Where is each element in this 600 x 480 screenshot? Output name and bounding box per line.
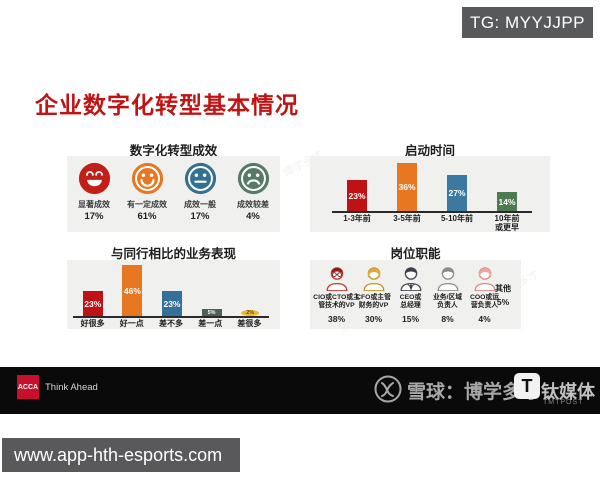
role-item: CIO或CTO或主 管技术的VP 38% — [313, 265, 360, 324]
x-label: 差很多 — [237, 319, 262, 328]
xueqiu-watermark-text: 雪球：博学多才 — [407, 382, 541, 403]
emoji-value: 17% — [190, 211, 210, 222]
bar-value: 5% — [207, 309, 216, 316]
neutral-face-icon — [184, 162, 216, 195]
x-label: 3-5年前 — [393, 214, 421, 223]
role-value: 15% — [401, 313, 419, 324]
x-label: 5-10年前 — [440, 214, 473, 223]
person-ceo-icon — [400, 267, 421, 291]
emoji-label: 有一定成效 — [127, 200, 167, 209]
emoji-label: 显著成效 — [78, 200, 110, 209]
panel-performance: 23% 46% 23% 5% 2% 好很多 好一点 差不多 差一点 差很多 — [67, 260, 280, 329]
xueqiu-logo-icon — [374, 375, 402, 403]
tmtpost-logo-icon: T — [514, 373, 540, 399]
tmtpost-watermark-text: 钛媒体 — [541, 382, 595, 402]
bar-value: 23% — [84, 298, 102, 309]
bar-value: 2% — [246, 310, 255, 316]
roles-row: CIO或CTO或主 管技术的VP 38% CFO或主管 财务的VP 30% — [313, 265, 503, 324]
bar-value: 46% — [123, 285, 141, 296]
footer-bar: ACCA Think Ahead 雪球：博学多才 T 钛媒体 TMTPOST — [0, 367, 600, 414]
role-value: 5% — [496, 297, 510, 307]
bar-1-3-years: 23% — [347, 180, 367, 211]
role-value: 30% — [364, 313, 382, 324]
bar-about-same: 23% — [161, 291, 182, 316]
bar-value: 23% — [163, 298, 181, 309]
bar-chart-performance: 23% 46% 23% 5% 2% — [73, 260, 269, 318]
tmtpost-subtext: TMTPOST — [543, 399, 584, 406]
emoji-value: 61% — [137, 211, 157, 222]
bar-chart-start-time: 23% 36% 27% 14% — [332, 156, 532, 213]
role-item: COO或运 营负责人 4% — [467, 265, 502, 324]
x-label: 差不多 — [159, 319, 183, 328]
role-item: 业务/区域 负责人 8% — [430, 265, 465, 324]
role-value: 4% — [478, 313, 491, 324]
person-cfo-icon — [363, 267, 384, 291]
role-item: CEO或 总经理 15% — [393, 265, 428, 324]
bar-3-5-years: 36% — [397, 163, 417, 211]
x-axis-labels: 好很多 好一点 差不多 差一点 差很多 — [73, 319, 269, 328]
person-coo-icon — [474, 267, 495, 291]
bar-value: 23% — [348, 190, 366, 201]
x-label: 差一点 — [198, 319, 223, 328]
bar-value: 36% — [398, 182, 416, 192]
panel-title-roles: 岗位职能 — [390, 247, 441, 261]
panel-title-start-time: 启动时间 — [404, 144, 455, 158]
x-label: 10年前 或更早 — [494, 214, 520, 233]
role-value: 8% — [441, 313, 454, 324]
x-label: 好很多 — [80, 319, 105, 328]
bar-a-bit-better: 46% — [122, 265, 143, 316]
role-label: COO或运 营负责人 — [469, 294, 500, 310]
smiling-face-icon — [131, 162, 163, 195]
emoji-label: 成效一般 — [184, 200, 216, 209]
role-label: CFO或主管 财务的VP — [356, 294, 391, 310]
bar-a-bit-worse: 5% — [201, 309, 222, 316]
bar-value: 14% — [498, 196, 516, 207]
bar-5-10-years: 27% — [447, 175, 467, 211]
page-title: 企业数字化转型基本情况 — [35, 92, 299, 118]
panel-roles: CIO或CTO或主 管技术的VP 38% CFO或主管 财务的VP 30% — [310, 260, 521, 329]
panel-effectiveness: 显著成效 17% 有一定成效 61% — [67, 156, 280, 232]
site-url-badge: www.app-hth-esports.com — [2, 438, 240, 472]
person-cio-icon — [326, 267, 347, 291]
panel-title-effectiveness: 数字化转型成效 — [129, 144, 218, 158]
emoji-value: 4% — [246, 211, 260, 222]
panel-title-performance: 与同行相比的业务表现 — [110, 247, 236, 261]
role-label: CIO或CTO或主 管技术的VP — [313, 294, 360, 310]
acca-tagline: Think Ahead — [45, 382, 98, 393]
emoji-row: 显著成效 17% 有一定成效 61% — [67, 156, 280, 222]
bar-value: 27% — [448, 188, 466, 198]
x-axis-labels: 1-3年前 3-5年前 5-10年前 10年前 或更早 — [332, 214, 532, 232]
person-business-icon — [437, 267, 458, 291]
role-label: 业务/区域 负责人 — [432, 294, 463, 310]
role-value: 38% — [327, 313, 345, 324]
emoji-item: 成效一般 17% — [174, 162, 226, 222]
acca-logo: ACCA — [17, 375, 39, 399]
emoji-label: 成效较差 — [237, 200, 269, 209]
tg-badge: TG: MYYJJPP — [462, 7, 593, 38]
sad-face-icon — [237, 162, 269, 195]
role-item: CFO或主管 财务的VP 30% — [356, 265, 391, 324]
emoji-item: 成效较差 4% — [227, 162, 279, 222]
role-label: CEO或 总经理 — [399, 294, 422, 310]
x-label: 好一点 — [119, 319, 144, 328]
x-label: 1-3年前 — [343, 214, 371, 223]
bar-much-better: 23% — [82, 291, 103, 316]
emoji-value: 17% — [84, 211, 104, 222]
role-other: 其他 5% — [486, 284, 520, 307]
panel-start-time: 23% 36% 27% 14% 1-3年前 3-5年前 5-10年前 10年前 … — [310, 156, 550, 232]
emoji-item: 有一定成效 61% — [121, 162, 173, 222]
emoji-item: 显著成效 17% — [68, 162, 120, 222]
bar-10plus-years: 14% — [497, 192, 517, 211]
role-label: 其他 — [495, 284, 511, 293]
bar-much-worse: 2% — [241, 310, 260, 316]
laughing-face-icon — [78, 162, 110, 195]
